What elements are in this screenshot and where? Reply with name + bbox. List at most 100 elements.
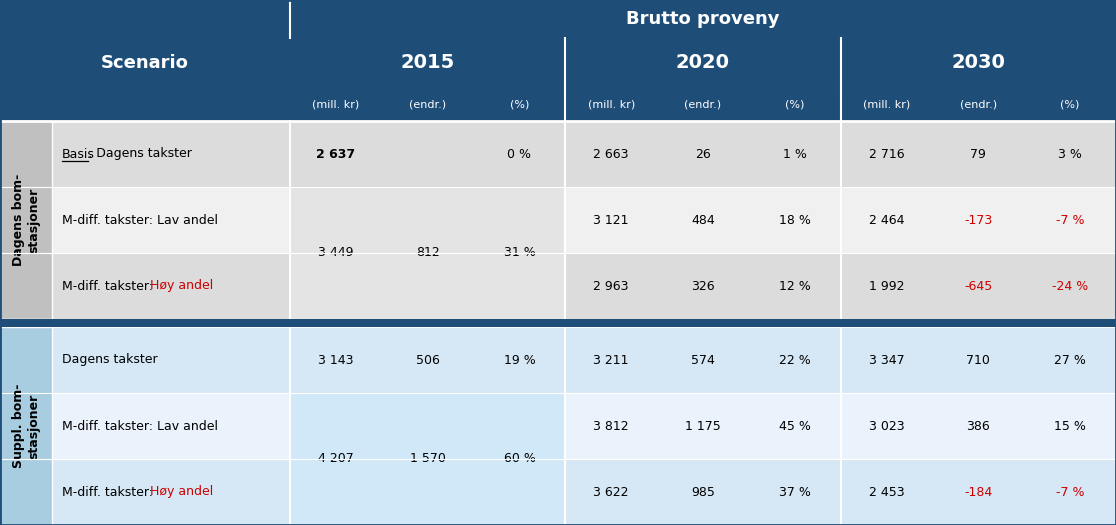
Bar (0, 319, 1116, 327)
Text: 31 %: 31 % (503, 247, 536, 259)
Text: Basis: Basis (62, 148, 95, 161)
Bar (840, 121, 1116, 187)
Text: 3 812: 3 812 (594, 419, 629, 433)
Text: -24 %: -24 % (1052, 279, 1088, 292)
Text: 2 716: 2 716 (868, 148, 904, 161)
Text: 2030: 2030 (952, 54, 1006, 72)
Text: 0 %: 0 % (508, 148, 531, 161)
Text: Dagens bom-
stasjoner: Dagens bom- stasjoner (12, 174, 40, 266)
Text: (endr.): (endr.) (684, 100, 722, 110)
Text: 26: 26 (695, 148, 711, 161)
Bar (290, 88, 566, 121)
Bar (290, 393, 566, 525)
Bar (52, 393, 290, 459)
Text: (%): (%) (1060, 100, 1080, 110)
Text: 45 %: 45 % (779, 419, 810, 433)
Text: 2 663: 2 663 (594, 148, 629, 161)
Text: Høy andel: Høy andel (150, 279, 213, 292)
Text: -184: -184 (964, 486, 992, 499)
Text: M-diff. takster: Lav andel: M-diff. takster: Lav andel (62, 214, 218, 226)
Text: M-diff. takster:: M-diff. takster: (62, 486, 157, 499)
Bar (0, 0, 1116, 38)
Bar (840, 327, 1116, 393)
Text: 2 963: 2 963 (594, 279, 629, 292)
Text: 15 %: 15 % (1055, 419, 1086, 433)
Text: 2 464: 2 464 (868, 214, 904, 226)
Text: 3 %: 3 % (1058, 148, 1083, 161)
Bar (52, 187, 290, 253)
Text: 2 637: 2 637 (316, 148, 356, 161)
Bar (52, 253, 290, 319)
Bar (840, 88, 1116, 121)
Text: 1 175: 1 175 (685, 419, 721, 433)
Text: Dagens takster: Dagens takster (62, 353, 157, 366)
Bar (0, 121, 52, 319)
Text: 3 211: 3 211 (594, 353, 629, 366)
Text: 484: 484 (691, 214, 715, 226)
Text: 386: 386 (966, 419, 990, 433)
Bar (840, 38, 1116, 88)
Bar (566, 187, 840, 253)
Text: 12 %: 12 % (779, 279, 810, 292)
Text: (%): (%) (785, 100, 805, 110)
Text: : Dagens takster: : Dagens takster (88, 148, 192, 161)
Text: 2020: 2020 (676, 54, 730, 72)
Text: -173: -173 (964, 214, 992, 226)
Text: Scenario: Scenario (102, 54, 189, 72)
Bar (290, 121, 566, 187)
Text: 3 121: 3 121 (594, 214, 629, 226)
Text: 506: 506 (416, 353, 440, 366)
Text: (mill. kr): (mill. kr) (588, 100, 635, 110)
Text: 3 622: 3 622 (594, 486, 629, 499)
Text: (endr.): (endr.) (410, 100, 446, 110)
Text: 2015: 2015 (401, 54, 455, 72)
Bar (290, 253, 566, 319)
Text: M-diff. takster:: M-diff. takster: (62, 279, 157, 292)
Bar (52, 459, 290, 525)
Text: 22 %: 22 % (779, 353, 810, 366)
Text: (endr.): (endr.) (960, 100, 997, 110)
Text: 1 %: 1 % (782, 148, 807, 161)
Bar (290, 327, 566, 393)
Bar (566, 393, 840, 459)
Text: Suppl. bom-
stasjoner: Suppl. bom- stasjoner (12, 384, 40, 468)
Text: 37 %: 37 % (779, 486, 810, 499)
Bar (566, 459, 840, 525)
Bar (52, 121, 290, 187)
Bar (566, 88, 840, 121)
Bar (52, 327, 290, 393)
Text: 574: 574 (691, 353, 715, 366)
Text: 2 453: 2 453 (868, 486, 904, 499)
Bar (840, 253, 1116, 319)
Text: 812: 812 (416, 247, 440, 259)
Text: 19 %: 19 % (503, 353, 536, 366)
Text: 3 449: 3 449 (318, 247, 354, 259)
Text: 79: 79 (971, 148, 987, 161)
Text: 3 023: 3 023 (868, 419, 904, 433)
Text: 60 %: 60 % (503, 453, 536, 466)
Bar (290, 459, 566, 525)
Bar (566, 38, 840, 88)
Text: 3 347: 3 347 (868, 353, 904, 366)
Text: Høy andel: Høy andel (150, 486, 213, 499)
Bar (290, 38, 566, 88)
Bar (0, 327, 52, 525)
Text: -7 %: -7 % (1056, 486, 1085, 499)
Bar (840, 393, 1116, 459)
Bar (290, 187, 566, 253)
Bar (290, 187, 566, 319)
Text: M-diff. takster: Lav andel: M-diff. takster: Lav andel (62, 419, 218, 433)
Text: 27 %: 27 % (1055, 353, 1086, 366)
Text: 710: 710 (966, 353, 990, 366)
Text: 1 570: 1 570 (410, 453, 445, 466)
Bar (0, 88, 290, 121)
Text: 985: 985 (691, 486, 715, 499)
Bar (566, 253, 840, 319)
Bar (566, 327, 840, 393)
Text: (%): (%) (510, 100, 529, 110)
Text: -7 %: -7 % (1056, 214, 1085, 226)
Text: 18 %: 18 % (779, 214, 810, 226)
Text: 3 143: 3 143 (318, 353, 354, 366)
Text: (mill. kr): (mill. kr) (863, 100, 911, 110)
Text: -645: -645 (964, 279, 992, 292)
